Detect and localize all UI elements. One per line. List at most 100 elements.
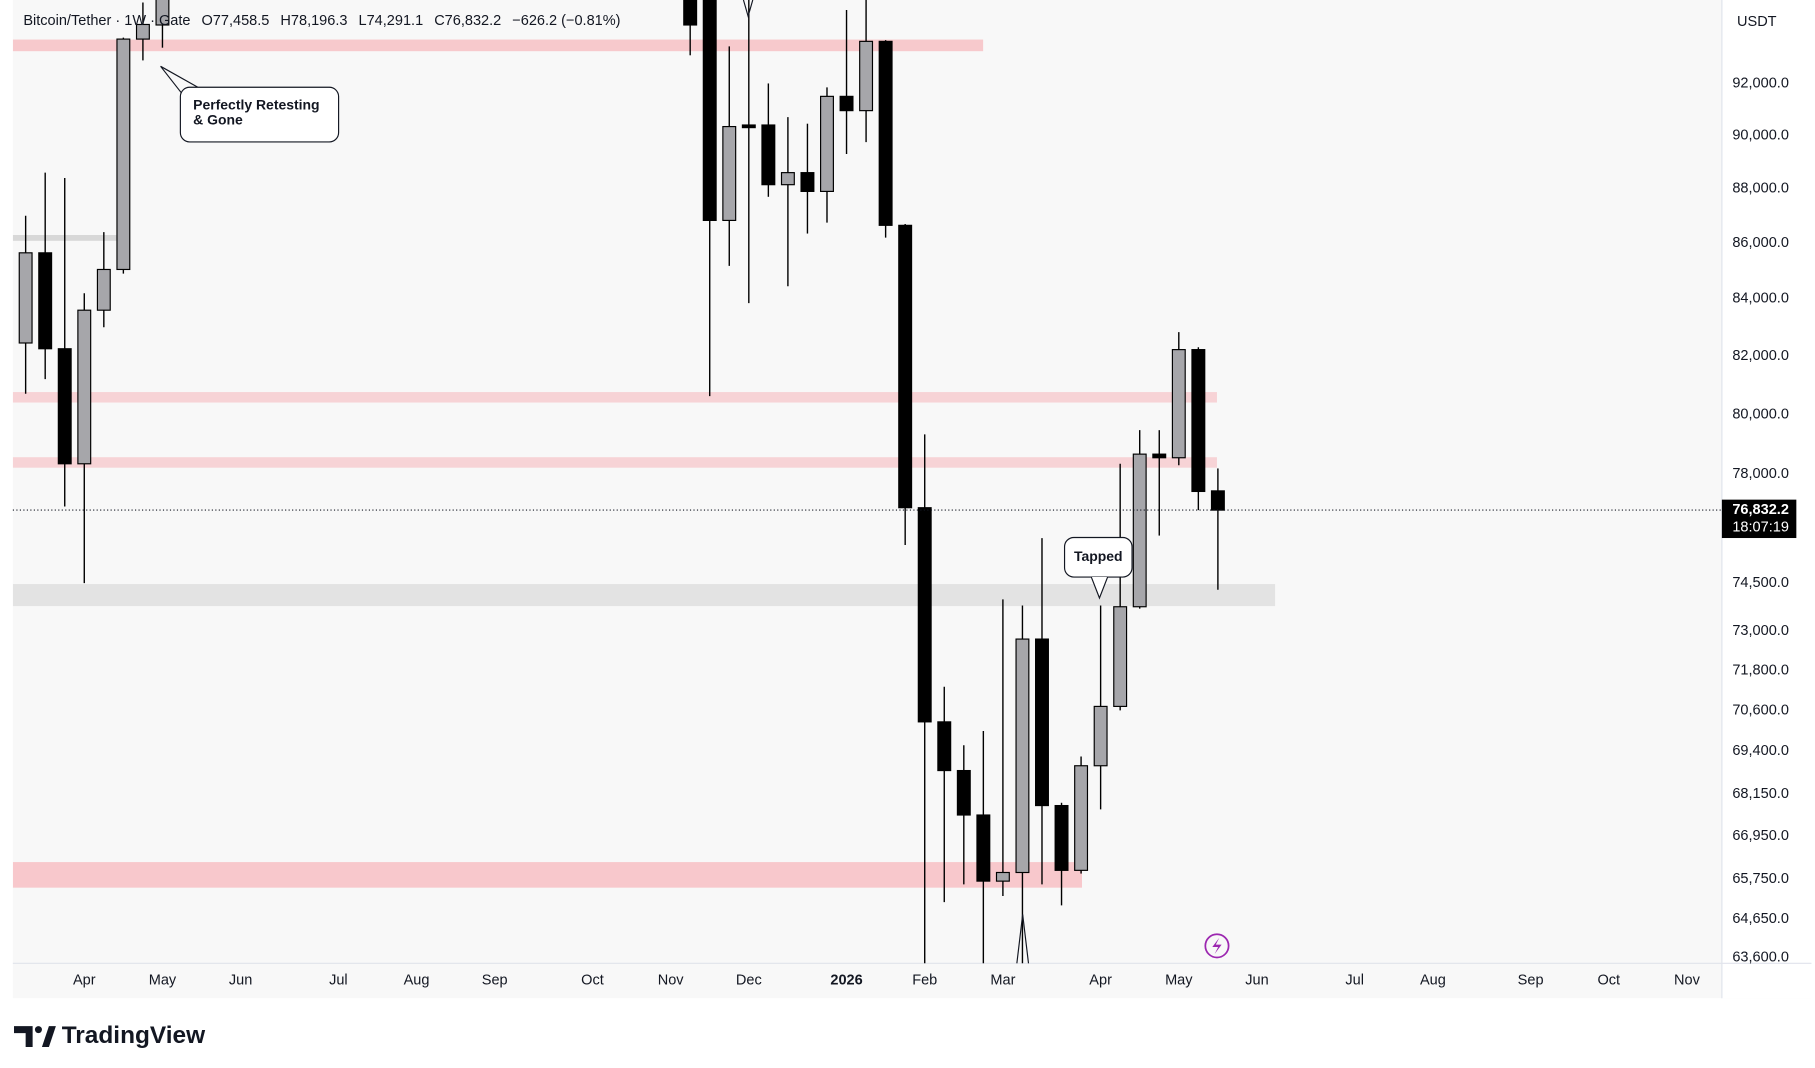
candle-body [956, 769, 971, 816]
y-tick-label: 80,000.0 [1732, 406, 1789, 422]
candle-body [1171, 349, 1186, 459]
candle-body [96, 268, 111, 311]
annotation-text: & Gone [193, 112, 243, 128]
y-tick-label: 71,800.0 [1732, 662, 1789, 678]
y-tick-label: 74,500.0 [1732, 575, 1789, 591]
candle-body [995, 871, 1010, 882]
change: −626.2 (−0.81%) [512, 13, 620, 29]
y-tick-label: 84,000.0 [1732, 291, 1789, 307]
candle-body [937, 721, 952, 772]
callout-pointer [160, 65, 199, 94]
y-tick-label: 88,000.0 [1732, 181, 1789, 197]
annotation-text: Perfectly Retesting [193, 97, 319, 113]
candle-body [917, 507, 932, 723]
candle-body [859, 40, 874, 112]
y-tick-label: 86,000.0 [1732, 235, 1789, 251]
countdown: 18:07:19 [1732, 519, 1789, 535]
candle-body [839, 95, 854, 112]
annotation-text: Tapped [1074, 548, 1123, 564]
x-tick-label: May [149, 973, 177, 989]
candle-body [780, 172, 795, 186]
price-tag [1721, 499, 1797, 539]
y-tick-label: 64,650.0 [1732, 911, 1789, 927]
y-tick-label: 92,000.0 [1732, 75, 1789, 91]
annotations: Perfectly Retesting & Gone Tapped [160, 0, 1230, 964]
x-tick-label: May [1165, 973, 1193, 989]
candle-body [1152, 453, 1167, 459]
zone [12, 39, 984, 52]
y-tick-label: 66,950.0 [1732, 828, 1789, 844]
candle-body [800, 172, 815, 192]
brand-name: TradingView [62, 1022, 206, 1049]
y-tick-label: 90,000.0 [1732, 127, 1789, 143]
logo [41, 1026, 56, 1048]
y-tick-label: 69,400.0 [1732, 743, 1789, 759]
ohlc: H78,196.3 [280, 13, 347, 29]
candle-body [898, 224, 913, 509]
logo [14, 1026, 33, 1048]
candle-body [1093, 705, 1108, 767]
x-tick-label: Dec [736, 973, 762, 989]
candle-body [57, 348, 72, 465]
candle-body [1035, 638, 1049, 807]
x-tick-label: Mar [990, 973, 1015, 989]
candles [18, 0, 1225, 964]
zone [12, 457, 1217, 468]
callout [179, 86, 340, 143]
brand: TradingView [14, 1022, 206, 1049]
y-tick-label: 65,750.0 [1732, 871, 1789, 887]
y-tick-label: 82,000.0 [1732, 348, 1789, 364]
x-tick-label: Jul [329, 973, 348, 989]
candle-body [878, 40, 893, 226]
logo [34, 1026, 42, 1034]
candle-body [702, 0, 717, 221]
x-tick-label: Oct [1597, 973, 1620, 989]
x-tick-label: Apr [73, 973, 96, 989]
ohlc: L74,291.1 [359, 13, 424, 29]
candle-body [722, 125, 737, 221]
event-icon[interactable] [1204, 933, 1230, 959]
candle-body [38, 252, 53, 350]
ohlc: C76,832.2 [434, 13, 501, 29]
ohlc: O77,458.5 [202, 13, 270, 29]
y-tick-label: 73,000.0 [1732, 623, 1789, 639]
candle-body [683, 0, 698, 26]
header: Bitcoin/Tether · 1W · Gate O77,458.5 H78… [23, 13, 620, 29]
x-tick-label: Jul [1345, 973, 1364, 989]
x-tick-label: Sep [1518, 973, 1544, 989]
x-tick-label: Apr [1089, 973, 1112, 989]
zone [12, 392, 1217, 403]
candle-body [135, 23, 150, 40]
candle-body [18, 252, 33, 344]
candle-body [1015, 638, 1030, 874]
candle-body [1132, 453, 1147, 608]
callout-pointer [1090, 576, 1109, 600]
x-tick-label: 2026 [830, 973, 862, 989]
candle-body [741, 124, 756, 129]
symbol: Bitcoin/Tether · 1W · Gate [23, 13, 190, 29]
x-tick-label: Sep [482, 973, 508, 989]
y-tick-label: 63,600.0 [1732, 950, 1789, 966]
x-tick-label: Jun [1245, 973, 1268, 989]
x-tick-label: Feb [912, 973, 937, 989]
x-tick-label: Jun [229, 973, 252, 989]
zone [12, 862, 1083, 888]
currency-box[interactable] [1726, 6, 1808, 38]
candle-body [820, 95, 834, 192]
zones [12, 39, 1276, 888]
zone [12, 584, 1276, 607]
x-tick-label: Aug [404, 973, 430, 989]
candle-body [1210, 490, 1225, 511]
x-tick-label: Nov [658, 973, 685, 989]
y-tick-label: 78,000.0 [1732, 466, 1789, 482]
candle-body [1074, 765, 1089, 871]
y-tick-label: 68,150.0 [1732, 786, 1789, 802]
arrow [742, 0, 754, 19]
candle-body [761, 124, 776, 186]
y-tick-label: 70,600.0 [1732, 702, 1789, 718]
candle-body [77, 309, 92, 465]
arrow [1016, 914, 1030, 964]
x-tick-label: Nov [1674, 973, 1701, 989]
